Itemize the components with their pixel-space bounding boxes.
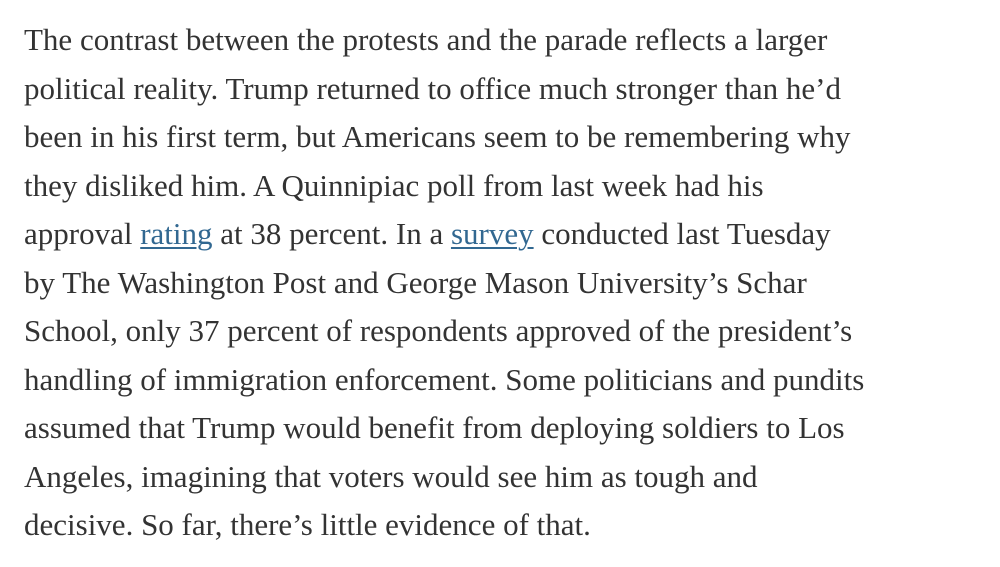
- text: been in his first term, but Americans se…: [24, 119, 851, 154]
- text-line: Angeles, imagining that voters would see…: [24, 453, 994, 502]
- text: approval: [24, 216, 141, 251]
- text-line: decisive. So far, there’s little evidenc…: [24, 501, 994, 550]
- text: decisive. So far, there’s little evidenc…: [24, 507, 591, 542]
- text-line: approval rating at 38 percent. In a surv…: [24, 210, 994, 259]
- text: Angeles, imagining that voters would see…: [24, 458, 758, 494]
- text: handling of immigration enforcement. Som…: [24, 361, 865, 397]
- text: by The Washington Post and George Mason …: [24, 264, 807, 300]
- text: The contrast between the protests and th…: [24, 22, 828, 57]
- link[interactable]: rating: [140, 216, 213, 251]
- text: political reality. Trump returned to off…: [24, 70, 841, 106]
- text-line: assumed that Trump would benefit from de…: [24, 404, 994, 453]
- text-line: they disliked him. A Quinnipiac poll fro…: [24, 162, 994, 211]
- link[interactable]: survey: [450, 216, 534, 251]
- text: at 38 percent. In a: [212, 216, 451, 251]
- text-line: by The Washington Post and George Mason …: [24, 259, 994, 308]
- text: assumed that Trump would benefit from de…: [24, 410, 845, 445]
- text: they disliked him. A Quinnipiac poll fro…: [24, 167, 764, 203]
- text: conducted last Tuesday: [533, 216, 831, 251]
- text-line: The contrast between the protests and th…: [24, 16, 994, 65]
- text-line: been in his first term, but Americans se…: [24, 113, 994, 162]
- text-line: handling of immigration enforcement. Som…: [24, 356, 994, 405]
- text: School, only 37 percent of respondents a…: [24, 313, 853, 348]
- text-line: political reality. Trump returned to off…: [24, 65, 994, 114]
- text-line: School, only 37 percent of respondents a…: [24, 307, 994, 356]
